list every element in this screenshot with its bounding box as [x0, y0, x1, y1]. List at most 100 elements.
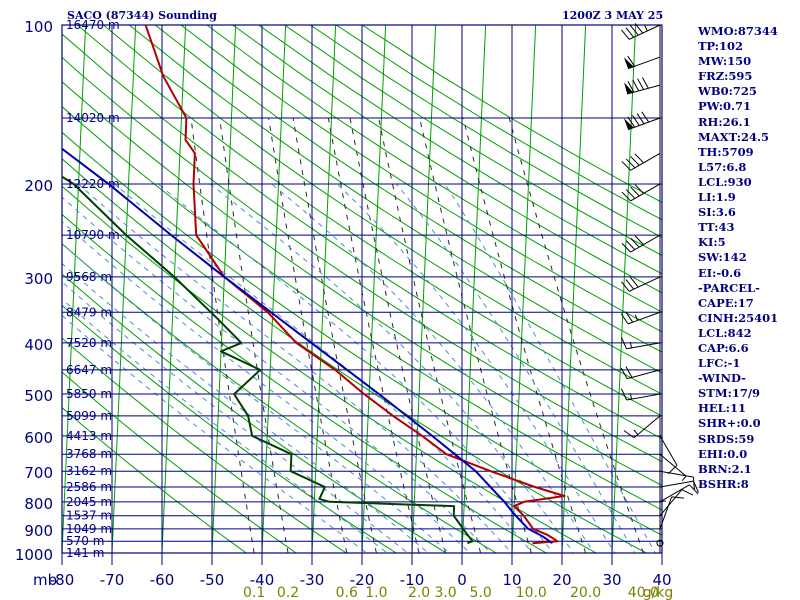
- wind-barb: [621, 183, 661, 202]
- isotherm-line: [62, 25, 87, 553]
- barb-full: [627, 116, 636, 128]
- mixing-ratio-line: [349, 117, 447, 553]
- wind-barb: [656, 539, 664, 547]
- wind-barb: [659, 470, 695, 490]
- barb-half: [633, 429, 639, 435]
- barb-staff: [633, 415, 661, 439]
- stability-index: PW:0.71: [698, 99, 752, 114]
- wind-barb: [620, 311, 661, 325]
- stability-index: STM:17/9: [698, 386, 761, 401]
- dry-adiabat-line: [62, 273, 448, 553]
- barb-full: [634, 184, 644, 194]
- isotherm-line: [361, 25, 387, 553]
- pressure-tick-label: 700: [24, 464, 53, 482]
- dry-adiabat-line: [232, 25, 662, 294]
- temperature-tick-label: 10: [502, 571, 521, 589]
- temperature-tick-label: -30: [300, 571, 325, 589]
- barb-full: [625, 27, 635, 38]
- temperature-tick-label: -60: [150, 571, 175, 589]
- height-label: 570 m: [66, 534, 104, 548]
- moist-adiabat-line: [395, 183, 636, 553]
- wind-barb: [659, 496, 684, 530]
- isotherm-line: [611, 25, 637, 553]
- height-label: 3768 m: [66, 447, 112, 461]
- mixing-ratio-label: 2.0: [408, 585, 430, 600]
- barb-full: [681, 489, 694, 496]
- dry-adiabat-line: [62, 33, 662, 440]
- barb-full: [631, 114, 640, 126]
- wind-barb: [621, 23, 661, 40]
- height-label: 141 m: [66, 546, 104, 560]
- temperature-tick-label: -40: [250, 571, 275, 589]
- stability-index: -PARCEL-: [698, 280, 760, 295]
- sounding-profiles: [62, 25, 566, 545]
- wind-barb: [659, 484, 699, 503]
- stability-index: SHR+:0.0: [698, 416, 761, 431]
- moist-adiabat-line: [62, 314, 368, 553]
- wind-barb: [623, 415, 661, 439]
- barb-half: [644, 25, 648, 32]
- wind-barb: [659, 489, 694, 517]
- barb-full: [630, 156, 640, 166]
- barb-full: [636, 113, 645, 125]
- pressure-tick-label: 600: [24, 429, 53, 447]
- isotherm-line: [261, 25, 287, 553]
- height-label: 14020 m: [66, 111, 120, 125]
- barb-staff: [626, 342, 661, 350]
- moist-adiabat-line: [62, 281, 409, 553]
- stability-index: SRDS:59: [698, 431, 755, 446]
- dry-adiabat-line: [62, 81, 662, 487]
- stability-index: BRN:2.1: [698, 461, 752, 476]
- isotherm-line: [411, 25, 437, 553]
- dry-adiabat-line: [62, 185, 598, 553]
- barb-pennant: [624, 82, 633, 94]
- wind-barb: [659, 435, 678, 475]
- dry-adiabat-line: [102, 25, 662, 395]
- dry-adiabat-line: [128, 25, 662, 374]
- stability-index: WMO:87344: [698, 24, 778, 38]
- mixing-ratio-line: [292, 117, 377, 553]
- height-label: 4413 m: [66, 429, 112, 443]
- stability-index: FRZ:595: [698, 69, 753, 84]
- pressure-tick-label: 800: [24, 495, 53, 513]
- barb-staff: [628, 24, 661, 40]
- height-label: 10790 m: [66, 228, 120, 242]
- stability-index: LFC:-1: [698, 356, 741, 371]
- barb-full: [641, 77, 649, 89]
- stability-index: SI:3.6: [698, 205, 736, 220]
- stability-index: EI:-0.6: [698, 265, 742, 280]
- temperature-tick-label: 30: [602, 571, 621, 589]
- dry-adiabat-line: [62, 105, 662, 511]
- moist-adiabat-line: [62, 220, 471, 553]
- stability-index: TP:102: [698, 39, 744, 54]
- barb-full: [620, 367, 628, 379]
- stability-index: TT:43: [698, 220, 735, 235]
- barb-full: [625, 240, 636, 250]
- mixing-ratio-line: [508, 117, 644, 553]
- dry-adiabat-line: [62, 213, 548, 553]
- temperature-tick-label: 20: [552, 571, 571, 589]
- temperature-tick-label: -70: [100, 571, 125, 589]
- barb-full: [621, 337, 627, 349]
- stability-index: -WIND-: [698, 371, 746, 386]
- wind-barb-column: [620, 23, 699, 553]
- mixing-ratio-label: 10.0: [516, 585, 547, 600]
- dry-adiabat-lines: [62, 25, 662, 553]
- dry-adiabat-line: [62, 131, 662, 536]
- barb-staff: [630, 183, 661, 202]
- temperature-tick-label: -80: [50, 571, 75, 589]
- height-label: 1537 m: [66, 509, 112, 523]
- barb-staff: [659, 480, 694, 488]
- wind-barb: [623, 111, 661, 131]
- temperature-tick-label: 40: [652, 571, 671, 589]
- mixing-ratio-label: 20.0: [570, 585, 601, 600]
- height-label: 7520 m: [66, 336, 112, 350]
- pressure-tick-label: 500: [24, 387, 53, 405]
- wind-barb: [621, 152, 661, 171]
- wind-barb: [621, 337, 661, 350]
- isotherm-line: [211, 25, 237, 553]
- mixing-ratio-label: 5.0: [469, 585, 491, 600]
- isotherm-line: [311, 25, 337, 553]
- wind-barb: [623, 55, 661, 70]
